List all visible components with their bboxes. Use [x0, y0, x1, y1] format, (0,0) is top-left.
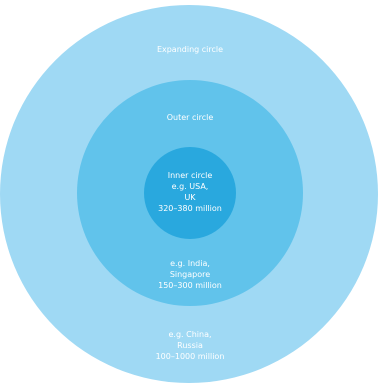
inner-circle-line-1: Inner circle: [168, 171, 213, 180]
inner-circle-line-4: 320–380 million: [158, 204, 222, 213]
expanding-circle-example-line-1: e.g. China,: [168, 330, 211, 339]
inner-circle-line-3: UK: [184, 193, 196, 202]
outer-circle-title: Outer circle: [167, 113, 214, 122]
inner-circle-line-2: e.g. USA,: [172, 182, 209, 191]
outer-circle-example-line-1: e.g. India,: [170, 259, 210, 268]
expanding-circle-title: Expanding circle: [157, 45, 223, 54]
inner-circle: [144, 147, 236, 239]
outer-circle-example-line-3: 150–300 million: [158, 281, 222, 290]
outer-circle-example-line-2: Singapore: [170, 270, 210, 279]
expanding-circle-example-line-3: 100–1000 million: [156, 352, 225, 361]
expanding-circle-example-line-2: Russia: [177, 341, 203, 350]
